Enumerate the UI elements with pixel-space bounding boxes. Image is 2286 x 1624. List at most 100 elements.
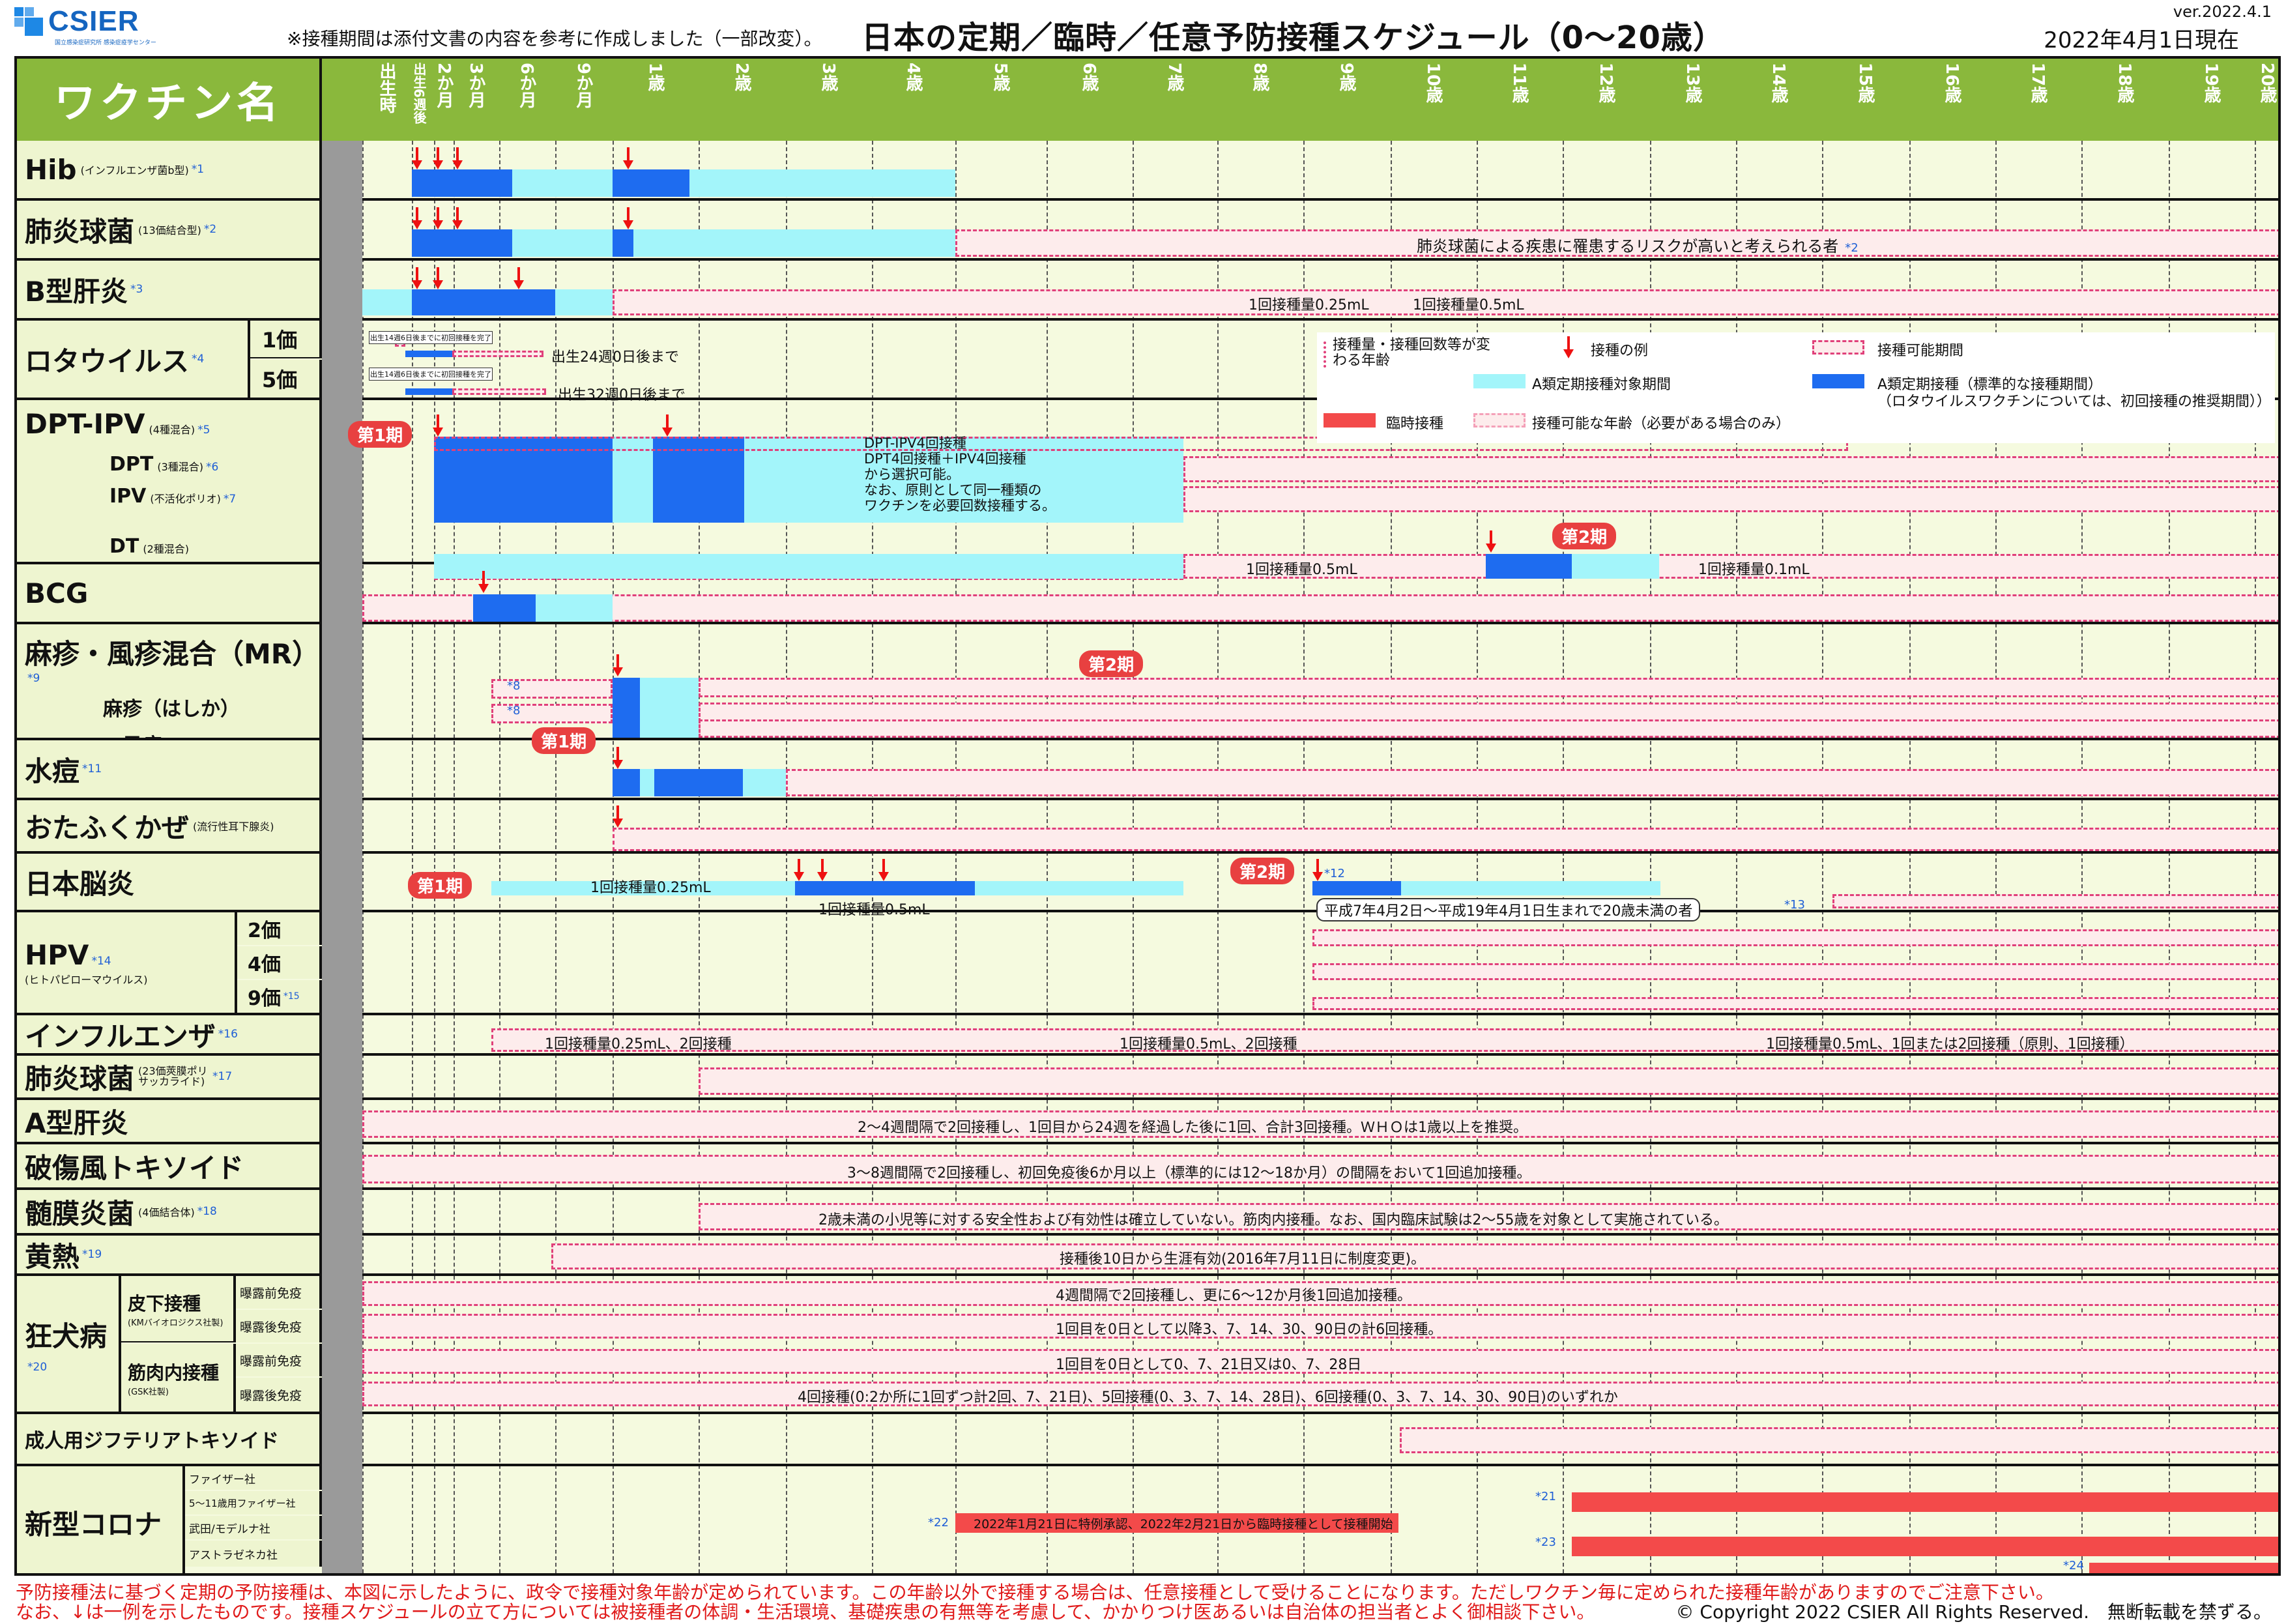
rabies-post-exposure-2: 曝露後免疫 [236,1378,322,1412]
row-tetanus [17,1144,2278,1190]
row-adult-diphtheria [17,1414,2278,1466]
rabies-post-exposure-1: 曝露後免疫 [236,1310,322,1342]
row-bcg [17,564,2278,624]
mening-text: 2歳未満の小児等に対する安全性および有効性は確立していない。筋肉内接種。なお、国… [818,1212,1729,1228]
grid-line [1217,141,1219,1573]
page-title: 日本の定期／臨時／任意予防接種スケジュール（0〜20歳） [861,20,1725,56]
row-rabies [17,1276,2278,1414]
varicella-possible-bar [786,769,2278,796]
age-header-13: 8歳 [1250,63,1269,92]
hpv-9-valent: 9価 *15 [237,980,322,1013]
age-header-20: 15歳 [1855,63,1875,104]
hepa-text: 2〜4週間隔で2回接種し、1回目から24週を経過した後に1回、合計3回接種。ＷＨ… [858,1120,1527,1136]
grid-line [699,141,700,1573]
vaccine-name-tetanus: 破傷風トキソイド [17,1144,322,1187]
rota1-note: 出生14週6日後までに初回接種を完了 [369,331,493,344]
row-mumps [17,800,2278,854]
hepa-possible-bar [362,1110,2278,1138]
vaccine-name-hepa: A型肝炎 [17,1100,322,1142]
row-ppsv23 [17,1056,2278,1100]
grid-line [499,141,500,1573]
grid-line [1303,141,1305,1573]
je-target-bar-2 [975,881,1183,895]
covid-note24: *24 [2063,1559,2084,1573]
vaccine-name-ppsv23: 肺炎球菌 (23価莢膜ポリサッカライド) *17 [17,1056,322,1097]
rota1-limit: 出生24週0日後まで [551,349,679,366]
tt-possible-bar [362,1155,2278,1183]
rota5-limit: 出生32週0日後まで [558,387,686,403]
covid-astrazeneca: アストラゼネカ社 [185,1541,322,1567]
covid-moderna-bar [1572,1537,2278,1556]
covid-note21: *21 [1535,1490,1556,1503]
vaccine-name-adult-diphtheria: 成人用ジフテリアトキソイド [17,1414,322,1464]
flu-dose3: 1回接種量0.5mL、1回または2回接種（原則、1回接種） [1766,1036,2134,1052]
mr-phase1-badge: 第1期 [532,727,596,754]
je-dose2: 1回接種量0.5mL [818,902,930,918]
grid-line [555,141,557,1573]
dpt-possible-bar [434,437,1848,451]
je-note12: *12 [1324,867,1345,880]
vaccine-name-hib: Hib (インフルエンザ菌b型) *1 [17,141,322,198]
legend-change-swatch [1324,341,1326,368]
hpv-4-valent: 4価 [237,946,322,979]
row-hepb [17,261,2278,321]
age-header-10: 5歳 [991,63,1010,92]
vaccine-name-hpv: HPV *14 (ヒトパピローマウイルス) [17,912,237,1013]
row-hib [17,141,2278,201]
dt-standard-bar [1486,554,1572,579]
legend-a-standard-2: （ロタウイルスワクチンについては、初回接種の推奨期間）） [1877,394,2271,410]
row-hpv [17,912,2278,1015]
schedule-chart: ワクチン名 出生時 出生6週後 2か月 3か月 6か月 9か月 1歳 2歳 3歳 4歳 5歳 6歳 7歳… [14,56,2281,1576]
vaccine-name-rota: ロタウイルス *4 [17,321,250,398]
legend-change: 接種量・接種回数等が変わる年齢 [1333,337,1491,369]
legend-a-standard-swatch [1812,374,1864,388]
as-of-date: 2022年4月1日現在 [2044,27,2239,53]
vaccine-name-meningococcal: 髄膜炎菌 (4価結合体) *18 [17,1190,322,1233]
dpt-standard-bar [434,437,613,523]
vaccine-name-mumps: おたふくかぜ (流行性耳下腺炎) [17,800,322,851]
dpt-phase1-badge: 第1期 [348,421,412,448]
row-varicella [17,740,2278,800]
rota-1-valent: 1価 [250,321,322,358]
dt-phase2-badge: 第2期 [1552,523,1617,549]
age-header-12: 7歳 [1165,63,1184,92]
dt-possible-bar [1183,554,2278,579]
grid-line [1995,141,1997,1573]
je-standard-bar [795,881,975,895]
row-mr [17,624,2278,740]
rabies-sc-pre-bar [362,1281,2278,1306]
grid-line [1133,141,1134,1573]
logo-text: CSIER [48,5,139,37]
mr-target-bar [640,678,699,738]
grid-line [1736,141,1737,1573]
legend-temporary: 臨時接種 [1386,416,1444,432]
measles-possible-bar-left [491,704,613,723]
row-rota [17,321,2278,400]
je-target-bar-3 [1401,881,1660,895]
dt-target-bar-2 [1572,554,1659,579]
mr-note8: *8 [507,679,521,693]
age-header-2: 2か月 [434,63,454,109]
age-header-18: 13歳 [1683,63,1702,104]
je-phase2-badge: 第2期 [1230,858,1295,884]
hib-target-bar [512,169,613,197]
hpv9-possible-bar [1312,997,2278,1010]
vaccine-column-header: ワクチン名 [17,59,322,141]
grid-line [454,141,455,1573]
legend: 接種量・接種回数等が変わる年齢 接種の例 接種可能期間 A類定期接種対象期間 A… [1317,332,2275,443]
legend-a-target-swatch [1473,374,1526,388]
hib-target-bar-2 [689,169,955,197]
dt-target-bar [434,554,1183,579]
rota1-standard-bar [405,351,452,357]
row-pcv13 [17,201,2278,261]
age-header-23: 18歳 [2115,63,2134,104]
dpt-possible-bar-3 [1183,486,2278,512]
vaccine-name-dpt-ipv: DPT-IPV (4種混合) *5 DPT (3種混合) *6 IPV (不活化ポリオ) *… [17,400,322,562]
grid-line [1047,141,1048,1573]
age-header-16: 11歳 [1509,63,1529,104]
legend-a-target: A類定期接種対象期間 [1532,377,1671,393]
rabies-sc-pre-text: 4週間隔で2回接種し、更に6〜12か月後1回追加接種。 [1056,1288,1411,1304]
mr-standard-bar [613,678,640,738]
legend-possible-age: 接種可能な年齢（必要がある場合のみ） [1532,416,1791,432]
flu-possible-bar [491,1028,2278,1052]
